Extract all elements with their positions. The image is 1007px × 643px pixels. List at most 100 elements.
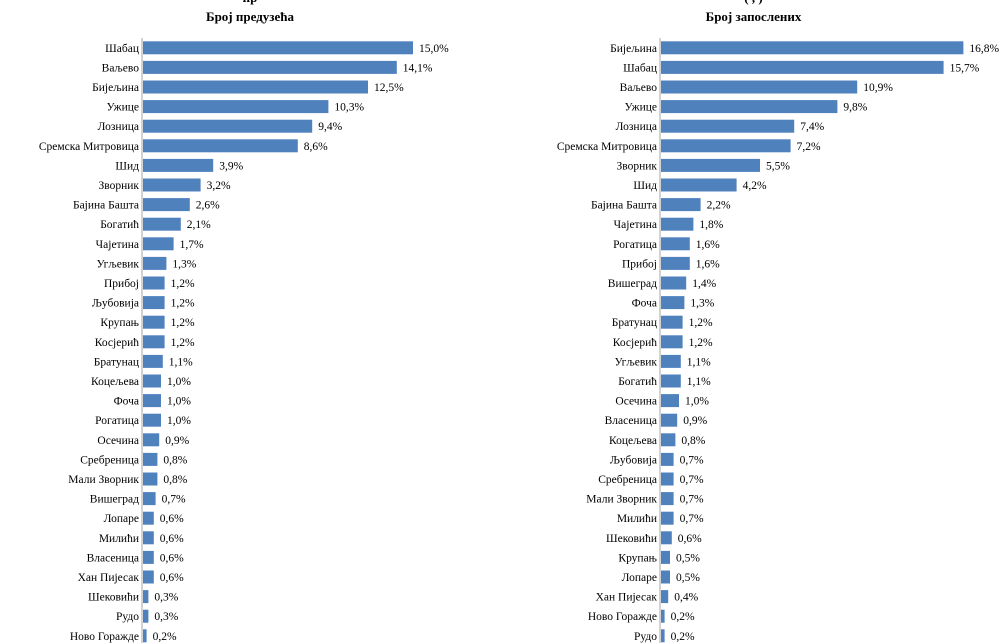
bar xyxy=(661,492,674,506)
data-label: 1,4% xyxy=(692,278,716,290)
data-label: 3,2% xyxy=(207,180,231,192)
category-label: Рогатица xyxy=(95,415,139,427)
data-label: 2,1% xyxy=(187,219,211,231)
bar xyxy=(143,158,214,172)
category-label: Фоча xyxy=(114,396,139,408)
data-label: 1,2% xyxy=(171,298,195,310)
category-label: Крупањ xyxy=(100,317,139,329)
category-label: Ваљево xyxy=(620,82,658,94)
category-label: Шид xyxy=(115,160,139,172)
category-label: Лопаре xyxy=(104,513,139,525)
category-label: Чајетина xyxy=(96,239,139,251)
category-label: Вишеград xyxy=(608,278,657,290)
category-label: Власеница xyxy=(87,552,139,564)
cut-off-heading: пр xyxy=(0,0,500,6)
category-label: Чајетина xyxy=(614,219,657,231)
bar xyxy=(661,354,681,368)
bar xyxy=(661,531,672,545)
data-label: 2,6% xyxy=(196,200,220,212)
category-label: Бијељина xyxy=(610,43,657,55)
data-label: 1,0% xyxy=(167,396,191,408)
data-label: 1,2% xyxy=(171,317,195,329)
category-label: Осечина xyxy=(615,396,657,408)
bar-chart-employees: Бијељина 16,8% Шабац 15,7% Ваљево 10,9% Ужице 9… xyxy=(557,38,1000,643)
category-label: Ново Горажде xyxy=(70,631,139,643)
category-label: Сремска Митровица xyxy=(39,141,139,153)
category-label: Лозница xyxy=(98,121,139,133)
bar xyxy=(661,158,760,172)
category-label: Шабац xyxy=(623,62,657,74)
category-label: Рогатица xyxy=(613,239,657,251)
bar xyxy=(661,100,838,114)
data-label: 0,7% xyxy=(680,494,704,506)
data-label: 16,8% xyxy=(969,43,999,55)
bar xyxy=(143,590,149,604)
category-label: Сремска Митровица xyxy=(557,141,657,153)
bar xyxy=(143,511,154,525)
bar xyxy=(661,413,678,427)
bar xyxy=(143,433,160,447)
data-label: 0,8% xyxy=(163,474,187,486)
bar xyxy=(143,452,158,466)
category-label: Прибој xyxy=(622,258,657,270)
data-label: 0,5% xyxy=(676,572,700,584)
data-label: 1,3% xyxy=(690,298,714,310)
bar xyxy=(143,354,163,368)
chart-title-enterprises: Број предузећа xyxy=(205,9,295,24)
data-label: 0,5% xyxy=(676,552,700,564)
data-label: 0,6% xyxy=(160,572,184,584)
bar xyxy=(143,472,158,486)
bar xyxy=(143,550,154,564)
data-label: 1,2% xyxy=(171,337,195,349)
data-label: 0,4% xyxy=(674,592,698,604)
bar xyxy=(661,41,964,55)
category-label: Богатић xyxy=(618,376,657,388)
bar xyxy=(661,394,679,408)
bar xyxy=(661,609,665,623)
data-label: 0,3% xyxy=(154,592,178,604)
category-label: Бијељина xyxy=(92,82,139,94)
category-label: Хан Пијесак xyxy=(78,572,140,584)
bar xyxy=(143,119,313,133)
data-label: 3,9% xyxy=(219,160,243,172)
data-label: 1,7% xyxy=(180,239,204,251)
category-label: Прибој xyxy=(104,278,139,290)
category-label: Сребреница xyxy=(80,454,139,466)
data-label: 1,2% xyxy=(689,317,713,329)
bar xyxy=(143,139,298,153)
bar xyxy=(661,60,944,74)
chart-panel-employees: ( , ) Број запослених Бијељина 16,8% Шабац… xyxy=(500,0,1007,643)
category-label: Шековићи xyxy=(88,592,139,604)
data-label: 0,9% xyxy=(683,415,707,427)
data-label: 10,9% xyxy=(863,82,893,94)
data-label: 10,3% xyxy=(334,102,364,114)
bar xyxy=(661,570,670,584)
bar xyxy=(143,217,181,231)
bar xyxy=(661,198,701,212)
category-label: Косјерић xyxy=(613,337,657,349)
category-label: Коцељева xyxy=(91,376,139,388)
data-label: 0,2% xyxy=(671,611,695,623)
category-label: Братунац xyxy=(612,317,657,329)
bar xyxy=(661,237,690,251)
bar xyxy=(143,531,154,545)
category-label: Бајина Башта xyxy=(73,200,139,212)
data-label: 0,2% xyxy=(153,631,177,643)
category-label: Рудо xyxy=(634,631,657,643)
category-label: Осечина xyxy=(97,435,139,447)
bar xyxy=(661,315,683,329)
data-label: 0,2% xyxy=(671,631,695,643)
data-label: 1,2% xyxy=(689,337,713,349)
bar xyxy=(143,570,154,584)
data-label: 0,3% xyxy=(154,611,178,623)
bar xyxy=(143,394,161,408)
category-label: Лозница xyxy=(616,121,657,133)
category-label: Мали Зворник xyxy=(68,474,139,486)
data-label: 1,3% xyxy=(172,258,196,270)
category-label: Ново Горажде xyxy=(588,611,657,623)
bar xyxy=(661,80,858,94)
category-label: Сребреница xyxy=(598,474,657,486)
data-label: 0,6% xyxy=(678,533,702,545)
data-label: 1,1% xyxy=(169,356,193,368)
category-label: Фоча xyxy=(632,298,657,310)
